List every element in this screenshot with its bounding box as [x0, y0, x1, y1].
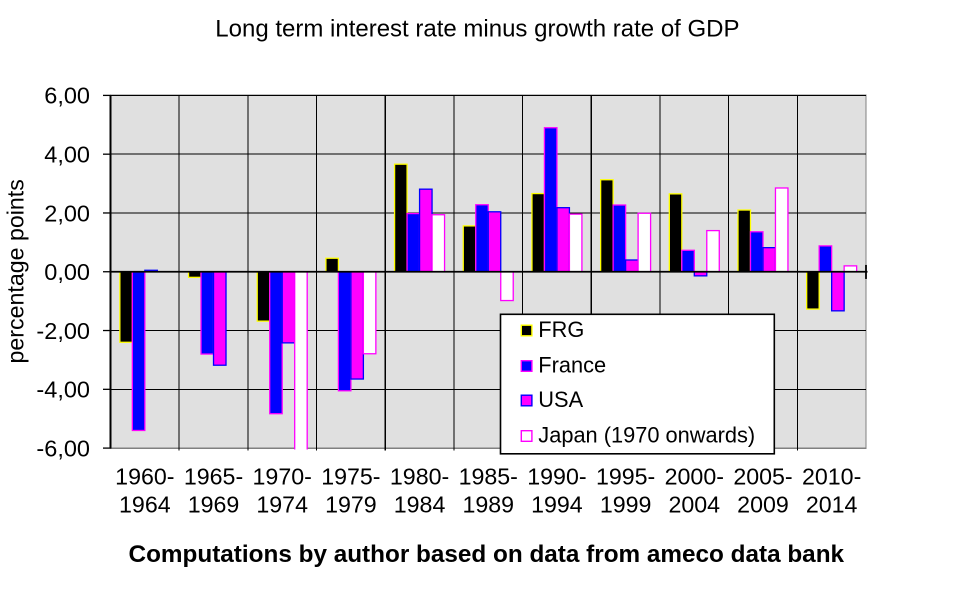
- svg-text:1965-: 1965-: [184, 463, 243, 489]
- svg-text:1975-: 1975-: [321, 463, 380, 489]
- svg-text:France: France: [538, 353, 606, 378]
- svg-text:1974: 1974: [256, 492, 308, 518]
- svg-text:1969: 1969: [188, 492, 240, 518]
- svg-text:-6,00: -6,00: [36, 435, 90, 461]
- svg-text:2004: 2004: [669, 492, 721, 518]
- svg-text:0,00: 0,00: [44, 259, 90, 285]
- svg-text:2009: 2009: [737, 492, 789, 518]
- svg-text:1999: 1999: [600, 492, 652, 518]
- svg-text:1989: 1989: [462, 492, 514, 518]
- svg-text:2010-: 2010-: [802, 463, 861, 489]
- svg-text:USA: USA: [538, 387, 583, 412]
- svg-text:6,00: 6,00: [44, 83, 90, 109]
- svg-text:Japan (1970 onwards): Japan (1970 onwards): [538, 423, 755, 448]
- svg-text:2,00: 2,00: [44, 200, 90, 226]
- svg-text:2000-: 2000-: [665, 463, 724, 489]
- svg-text:Computations by author based o: Computations by author based on data fro…: [129, 541, 845, 568]
- svg-text:1970-: 1970-: [253, 463, 312, 489]
- svg-text:1980-: 1980-: [390, 463, 449, 489]
- svg-text:1964: 1964: [119, 492, 171, 518]
- svg-text:Long term interest rate minus: Long term interest rate minus growth rat…: [215, 16, 739, 43]
- svg-text:FRG: FRG: [538, 317, 584, 342]
- svg-text:1979: 1979: [325, 492, 377, 518]
- svg-text:1985-: 1985-: [459, 463, 518, 489]
- svg-text:4,00: 4,00: [44, 141, 90, 167]
- svg-text:-4,00: -4,00: [36, 377, 90, 403]
- svg-text:1990-: 1990-: [527, 463, 586, 489]
- svg-text:1960-: 1960-: [115, 463, 174, 489]
- svg-text:2005-: 2005-: [733, 463, 792, 489]
- svg-text:percentage points: percentage points: [3, 179, 29, 363]
- svg-text:1984: 1984: [394, 492, 446, 518]
- svg-text:1995-: 1995-: [596, 463, 655, 489]
- svg-text:2014: 2014: [806, 492, 858, 518]
- svg-text:1994: 1994: [531, 492, 583, 518]
- svg-text:-2,00: -2,00: [36, 318, 90, 344]
